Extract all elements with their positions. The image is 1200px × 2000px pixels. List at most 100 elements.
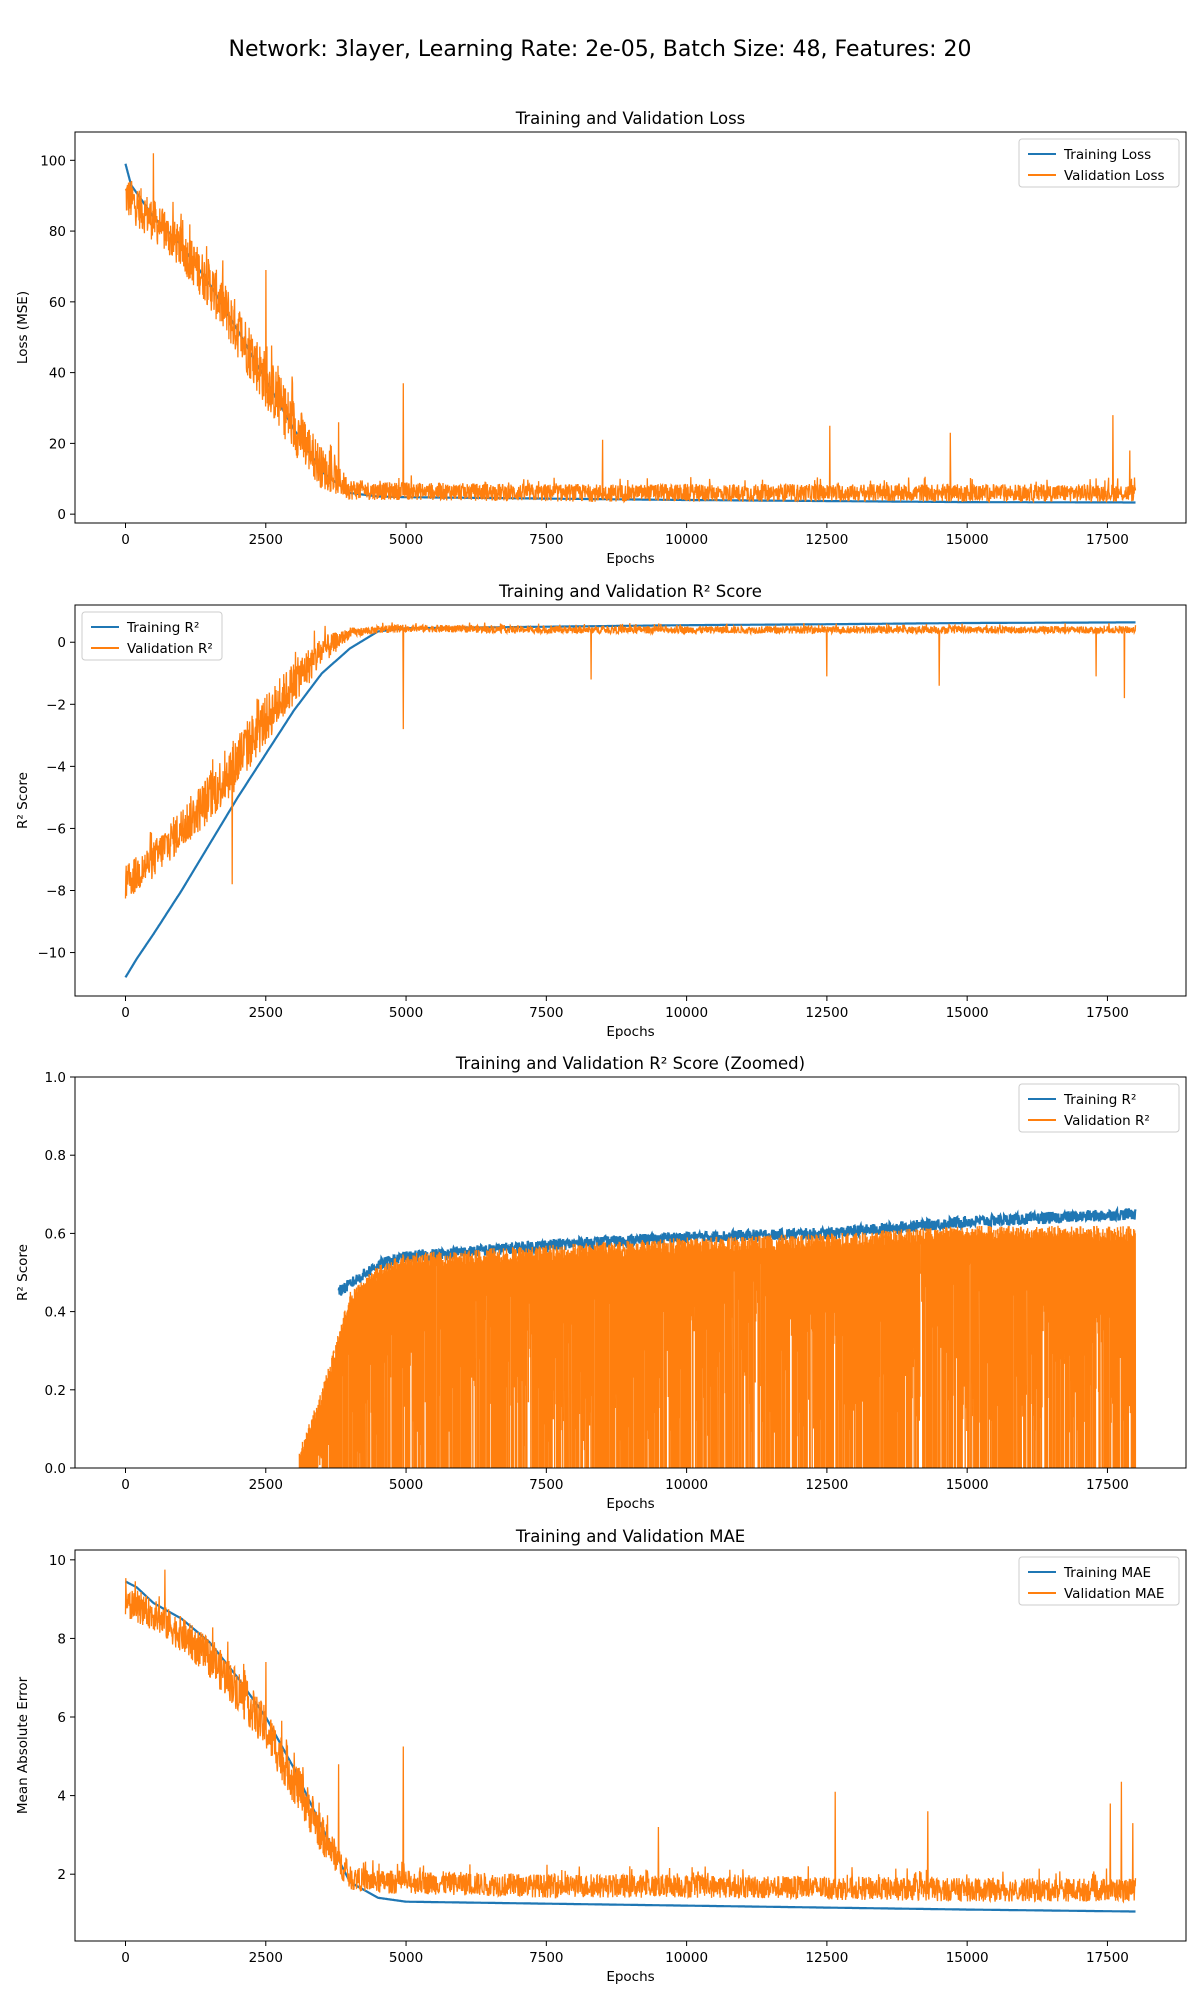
y-tick-label: 100 bbox=[40, 153, 66, 169]
y-tick-label: −6 bbox=[46, 821, 66, 837]
x-tick-label: 15000 bbox=[946, 1950, 989, 1966]
x-tick-label: 12500 bbox=[805, 1477, 848, 1493]
x-tick-label: 17500 bbox=[1086, 1950, 1129, 1966]
x-tick-label: 15000 bbox=[946, 1005, 989, 1021]
x-tick-label: 12500 bbox=[805, 1950, 848, 1966]
y-tick-label: 20 bbox=[49, 436, 66, 452]
y-tick-label: 8 bbox=[57, 1631, 66, 1647]
legend-label-validation: Validation R² bbox=[1064, 1113, 1150, 1129]
legend-label-training: Training MAE bbox=[1063, 1565, 1151, 1581]
x-tick-label: 12500 bbox=[805, 1005, 848, 1021]
series-validation-line bbox=[124, 1569, 1137, 1904]
x-tick-label: 10000 bbox=[665, 1477, 708, 1493]
legend-label-training: Training R² bbox=[126, 620, 199, 636]
chart-panel-4: 0 2500 5000 7500 10000 12500 15000 17500 2 4 6 8 10 T… bbox=[15, 1527, 1187, 1985]
y-tick-label: 2 bbox=[57, 1867, 66, 1883]
plot-area bbox=[124, 621, 1137, 978]
x-tick-label: 2500 bbox=[249, 532, 283, 548]
x-tick-label: 0 bbox=[121, 1005, 130, 1021]
x-axis-label: Epochs bbox=[606, 551, 654, 567]
y-tick-label: −2 bbox=[46, 697, 66, 713]
y-tick-label: 6 bbox=[57, 1710, 66, 1726]
plot-area bbox=[298, 1205, 1137, 1468]
series-validation-line bbox=[124, 153, 1137, 504]
x-tick-label: 5000 bbox=[389, 1477, 423, 1493]
y-axis-label: Loss (MSE) bbox=[15, 291, 31, 364]
chart-panel-2: 0 2500 5000 7500 10000 12500 15000 17500 −10 −8 −6… bbox=[15, 582, 1187, 1040]
y-tick-label: 40 bbox=[49, 366, 66, 382]
x-tick-label: 10000 bbox=[665, 532, 708, 548]
y-axis-label: Mean Absolute Error bbox=[15, 1676, 31, 1814]
legend: Training R² Validation R² bbox=[1018, 1083, 1180, 1133]
plot-area bbox=[124, 153, 1137, 504]
x-tick-label: 5000 bbox=[389, 1005, 423, 1021]
legend-label-validation: Validation R² bbox=[127, 641, 213, 657]
x-tick-label: 7500 bbox=[529, 1477, 563, 1493]
y-axis-label: R² Score bbox=[15, 772, 31, 829]
x-tick-label: 5000 bbox=[389, 532, 423, 548]
y-tick-label: −4 bbox=[46, 759, 66, 775]
figure-suptitle: Network: 3layer, Learning Rate: 2e-05, B… bbox=[228, 37, 971, 62]
x-tick-label: 10000 bbox=[665, 1005, 708, 1021]
x-tick-label: 10000 bbox=[665, 1950, 708, 1966]
y-tick-label: 80 bbox=[49, 224, 66, 240]
x-tick-label: 7500 bbox=[529, 1950, 563, 1966]
legend-box bbox=[1018, 1083, 1180, 1133]
chart-title: Training and Validation Loss bbox=[515, 109, 746, 128]
y-tick-label: 10 bbox=[49, 1553, 66, 1569]
panels: 0 2500 5000 7500 10000 12500 15000 175000204060… bbox=[15, 109, 1187, 1985]
y-tick-label: 0 bbox=[57, 635, 66, 651]
axes-frame bbox=[74, 1076, 1187, 1469]
chart-title: Training and Validation R² Score bbox=[498, 582, 762, 601]
axes-frame bbox=[74, 604, 1187, 997]
y-tick-label: −8 bbox=[46, 883, 66, 899]
legend-label-training: Training R² bbox=[1063, 1092, 1136, 1108]
x-tick-label: 17500 bbox=[1086, 1477, 1129, 1493]
legend: Training MAE Validation MAE bbox=[1018, 1556, 1180, 1606]
x-tick-label: 2500 bbox=[249, 1950, 283, 1966]
x-tick-label: 7500 bbox=[529, 532, 563, 548]
x-tick-label: 0 bbox=[121, 1477, 130, 1493]
axes-frame bbox=[74, 131, 1187, 524]
y-tick-label: 0.6 bbox=[45, 1226, 66, 1242]
y-tick-label: 0.8 bbox=[45, 1148, 66, 1164]
chart-title: Training and Validation MAE bbox=[515, 1527, 745, 1546]
y-tick-label: 0.4 bbox=[45, 1305, 66, 1321]
y-tick-label: 4 bbox=[57, 1789, 66, 1805]
legend-box bbox=[1018, 138, 1180, 188]
series-training-line bbox=[337, 1205, 1137, 1296]
chart-panel-1: 0 2500 5000 7500 10000 12500 15000 17500 0 20 40 60… bbox=[15, 109, 1187, 567]
axes-frame bbox=[74, 1549, 1187, 1942]
x-tick-label: 2500 bbox=[249, 1005, 283, 1021]
y-tick-label: 0.0 bbox=[45, 1461, 66, 1477]
chart-title: Training and Validation R² Score (Zoomed… bbox=[455, 1054, 805, 1073]
x-tick-label: 2500 bbox=[249, 1477, 283, 1493]
x-tick-label: 17500 bbox=[1086, 532, 1129, 548]
legend-box bbox=[1018, 1556, 1180, 1606]
x-tick-label: 5000 bbox=[389, 1950, 423, 1966]
y-tick-label: 1.0 bbox=[45, 1070, 66, 1086]
series-training-line bbox=[124, 621, 1136, 978]
x-axis-label: Epochs bbox=[606, 1969, 654, 1985]
series-training-line bbox=[124, 163, 1136, 504]
x-tick-label: 0 bbox=[121, 532, 130, 548]
x-tick-label: 15000 bbox=[946, 532, 989, 548]
x-axis-label: Epochs bbox=[606, 1496, 654, 1512]
y-tick-label: 0 bbox=[57, 507, 66, 523]
y-tick-label: 60 bbox=[49, 295, 66, 311]
x-axis-label: Epochs bbox=[606, 1024, 654, 1040]
series-training-line bbox=[124, 1580, 1136, 1913]
series-validation-r2-zoomed-line bbox=[298, 1225, 1137, 1468]
legend-label-training: Training Loss bbox=[1063, 147, 1151, 163]
y-axis-label: R² Score bbox=[15, 1244, 31, 1301]
legend: Training Loss Validation Loss bbox=[1018, 138, 1180, 188]
legend-label-validation: Validation MAE bbox=[1064, 1586, 1164, 1602]
series-validation-line bbox=[124, 622, 1137, 899]
x-tick-label: 0 bbox=[121, 1950, 130, 1966]
x-tick-label: 7500 bbox=[529, 1005, 563, 1021]
legend-label-validation: Validation Loss bbox=[1064, 168, 1165, 184]
x-tick-label: 17500 bbox=[1086, 1005, 1129, 1021]
legend: Training R² Validation R² bbox=[81, 611, 223, 661]
y-tick-label: −10 bbox=[38, 946, 67, 962]
